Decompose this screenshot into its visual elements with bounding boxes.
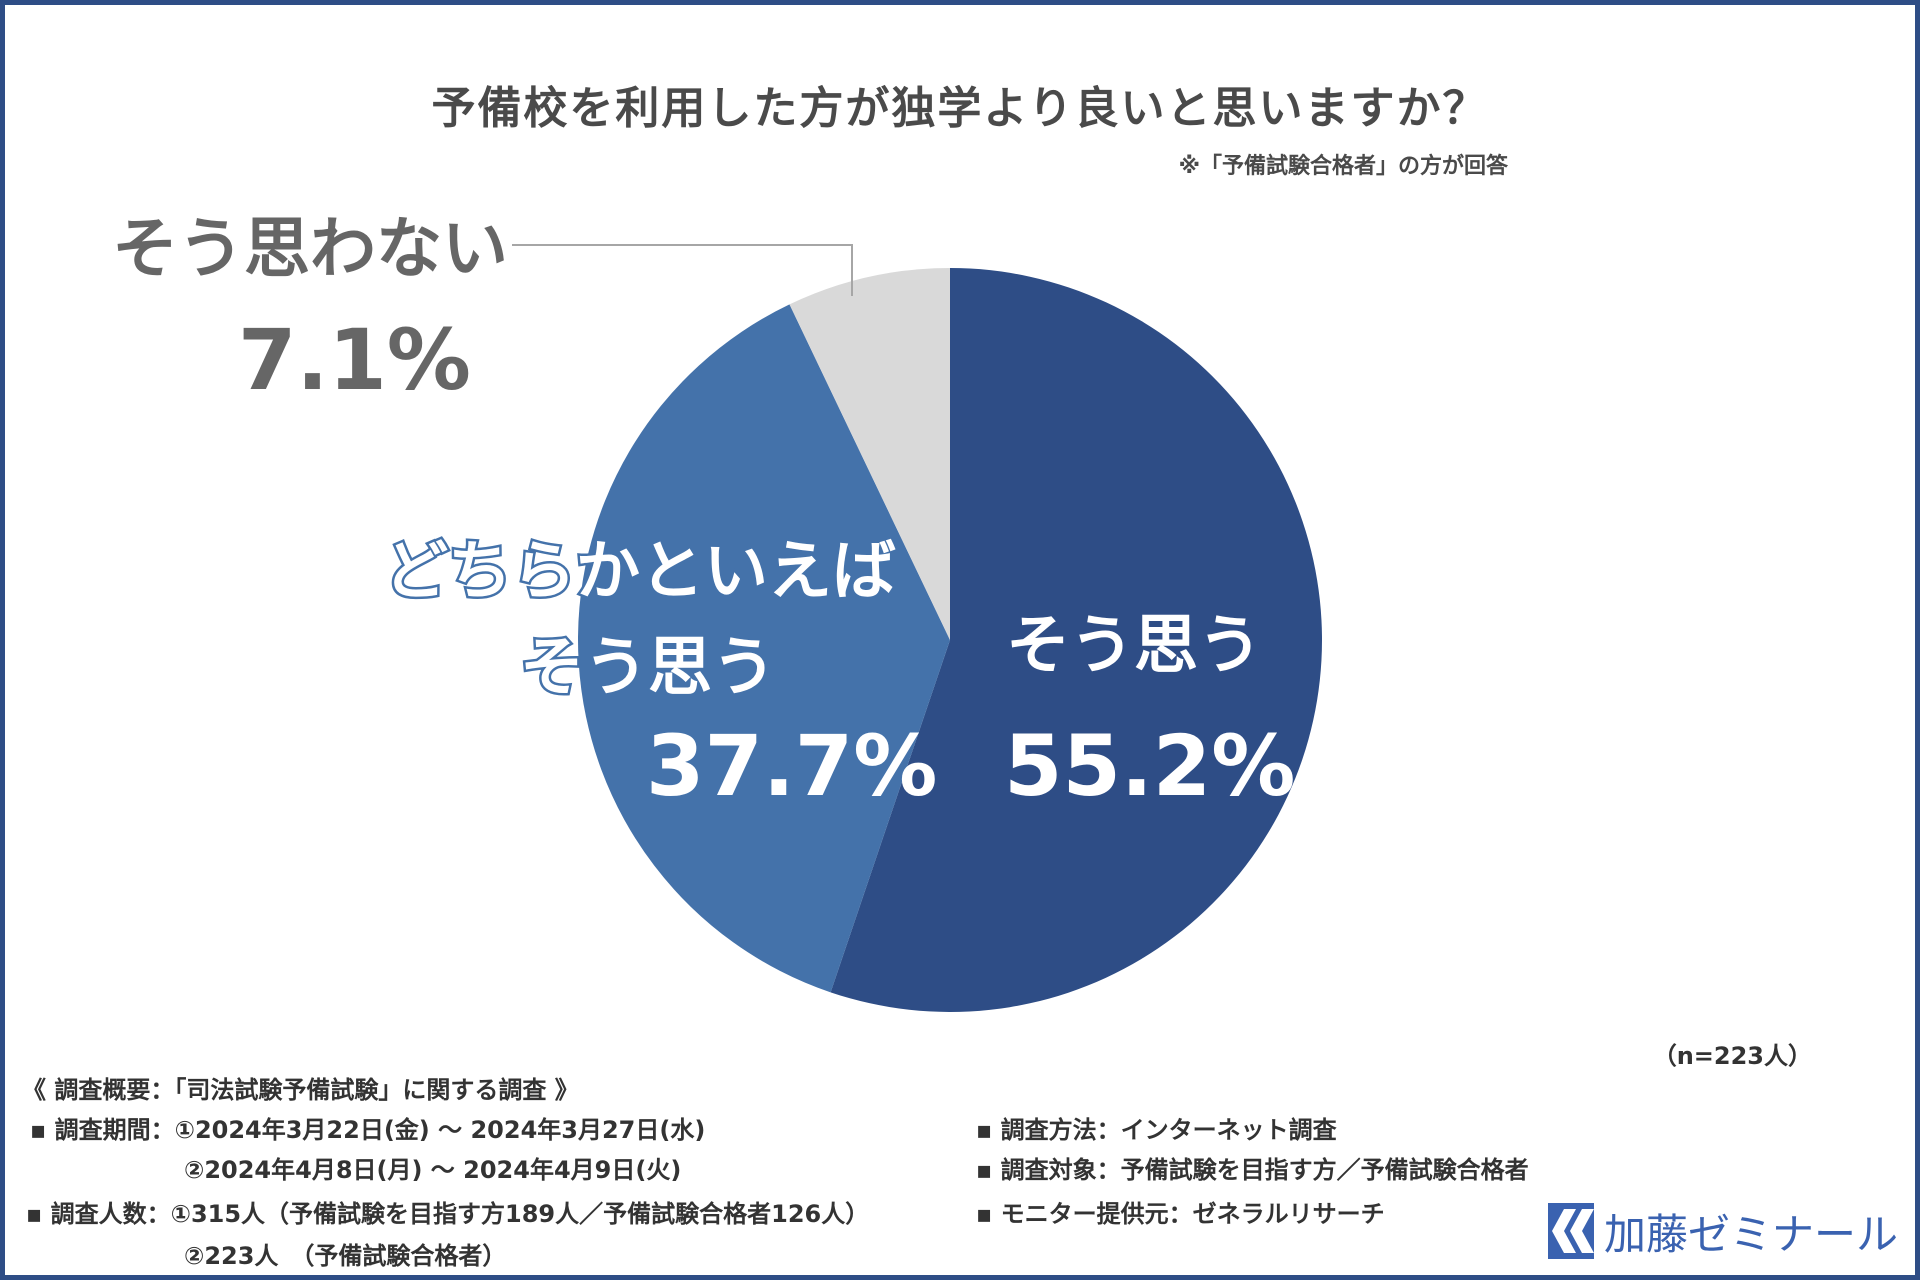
logo-chevron-icon <box>1548 1203 1594 1259</box>
slice-label-mid-line1: どちらかといえば <box>382 535 899 609</box>
pie-slice-no <box>789 268 950 640</box>
survey-heading: 《 調査概要：「司法試験予備試験」に関する調査 》 <box>22 1076 579 1104</box>
leader-line-no <box>512 244 853 296</box>
slice-value-yes: 55.2% <box>1004 717 1296 815</box>
survey-period-1: ▪ 調査期間：①2024年3月22日(金) ～ 2024年3月27日(水) <box>30 1116 706 1144</box>
logo-text: 加藤ゼミナール <box>1603 1209 1898 1259</box>
sample-size: （n=223人） <box>1652 1042 1812 1070</box>
survey-method: ▪ 調査方法：インターネット調査 <box>976 1116 1337 1144</box>
slice-value-no: 7.1% <box>238 311 471 409</box>
slice-label-yes: そう思う <box>1006 609 1262 683</box>
pie-slice-yes <box>830 268 1323 1012</box>
slice-label-no: そう思わない <box>112 210 508 287</box>
slice-label-mid-line2: そう思う <box>518 631 779 705</box>
pie-slice-mid <box>578 304 950 993</box>
brand-logo: 加藤ゼミナール <box>1548 1200 1898 1262</box>
survey-count-2: ②223人 （予備試験合格者） <box>184 1242 507 1270</box>
chart-title: 予備校を利用した方が独学より良いと思いますか？ <box>431 83 1489 134</box>
slice-value-mid: 37.7% <box>646 717 938 815</box>
survey-count-1: ▪ 調査人数：①315人（予備試験を目指す方189人／予備試験合格者126人） <box>26 1200 870 1228</box>
chart-note: ※「予備試験合格者」の方が回答 <box>1178 154 1508 179</box>
survey-provider: ▪ モニター提供元：ゼネラルリサーチ <box>976 1200 1385 1228</box>
survey-period-2: ②2024年4月8日(月) ～ 2024年4月9日(火) <box>184 1156 682 1184</box>
survey-target: ▪ 調査対象：予備試験を目指す方／予備試験合格者 <box>976 1156 1529 1184</box>
